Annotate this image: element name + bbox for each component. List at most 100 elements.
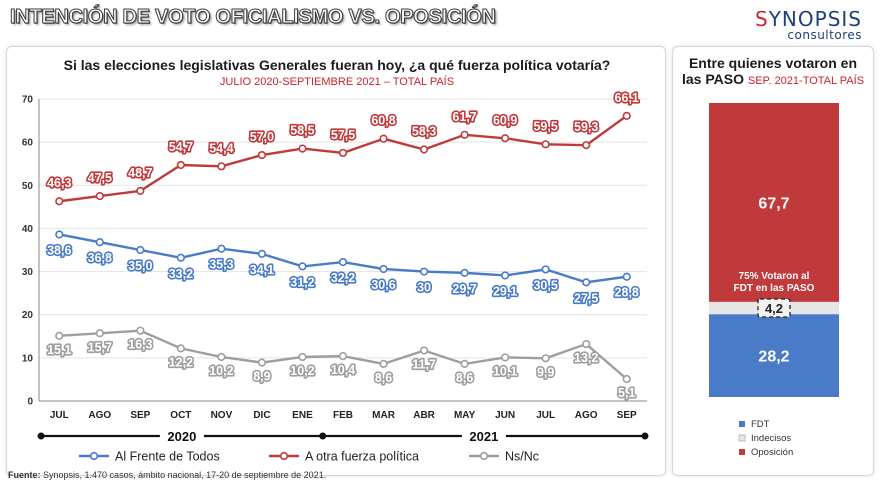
- y-tick-label: 10: [22, 353, 34, 364]
- legend-label: FDT: [751, 419, 770, 430]
- y-tick-label: 70: [22, 95, 34, 106]
- data-label: 30,6: [371, 278, 395, 292]
- data-label: 8,6: [456, 371, 473, 385]
- legend-label: Al Frente de Todos: [115, 450, 220, 464]
- data-label: 48,7: [128, 166, 152, 180]
- bar-value-label: 67,7: [758, 195, 789, 212]
- brand-logo: SYNOPSIS consultores: [755, 7, 862, 42]
- side-title-line1: Entre quienes votaron en: [688, 55, 858, 71]
- x-tick-label: JUL: [536, 410, 555, 421]
- year-marker: [319, 432, 327, 440]
- data-label: 13,2: [574, 351, 598, 365]
- data-point: [501, 134, 510, 143]
- data-label: 10,2: [290, 364, 314, 378]
- legend-marker: [279, 451, 289, 461]
- legend-marker: [89, 451, 99, 461]
- data-point: [95, 191, 104, 201]
- data-point: [541, 140, 550, 149]
- data-label: 38,6: [47, 243, 71, 257]
- side-title-line2: las PASO: [681, 71, 744, 87]
- chart-subtitle: JULIO 2020-SEPTIEMBRE 2021 – TOTAL PAÍS: [219, 76, 455, 88]
- brand-sub: consultores: [787, 28, 862, 42]
- x-tick-label: JUN: [495, 410, 515, 421]
- data-point: [379, 264, 388, 274]
- data-point: [257, 150, 267, 160]
- source-footer: Fuente: Synopsis, 1.470 casos, ámbito na…: [8, 470, 326, 480]
- data-point: [298, 262, 307, 271]
- year-label-bg: [461, 428, 506, 444]
- x-tick-label: FEB: [333, 410, 353, 421]
- data-point: [622, 272, 631, 281]
- data-label: 11,7: [412, 358, 436, 372]
- data-point: [176, 344, 185, 353]
- data-point: [419, 346, 429, 355]
- data-label: 60,9: [493, 113, 517, 127]
- y-tick-label: 40: [22, 224, 34, 235]
- data-label: 30: [417, 281, 431, 295]
- data-point: [419, 267, 429, 276]
- legend-marker: [479, 451, 489, 461]
- data-point: [217, 162, 226, 171]
- brand-name: SYNOPSIS: [755, 7, 862, 31]
- year-marker: [37, 432, 45, 440]
- data-label: 58,3: [412, 124, 436, 138]
- legend-swatch: [739, 421, 745, 427]
- data-point: [582, 278, 591, 287]
- data-label: 58,5: [290, 124, 314, 138]
- data-label: 15,1: [47, 343, 71, 357]
- indecisos-label-box: [757, 298, 791, 318]
- x-tick-label: DIC: [253, 410, 270, 421]
- y-tick-label: 0: [27, 397, 33, 408]
- data-label: 9,9: [537, 365, 554, 379]
- data-label: 35,0: [128, 259, 152, 273]
- data-label: 46,3: [47, 176, 71, 190]
- y-tick-label: 20: [22, 310, 34, 321]
- data-label: 16,3: [128, 338, 152, 352]
- x-tick-label: ENE: [292, 410, 313, 421]
- data-point: [338, 257, 348, 267]
- data-label: 35,3: [209, 258, 233, 272]
- data-point: [136, 245, 145, 255]
- x-tick-label: ABR: [413, 410, 435, 421]
- data-point: [55, 197, 64, 206]
- data-point: [379, 359, 388, 368]
- legend-label: Oposición: [751, 447, 793, 458]
- data-label: 59,5: [533, 119, 557, 133]
- data-point: [298, 144, 307, 153]
- data-label: 36,8: [88, 251, 112, 265]
- data-point: [176, 160, 185, 170]
- data-point: [257, 358, 267, 367]
- x-tick-label: NOV: [211, 410, 233, 421]
- annotation-line2: FDT en las PASO: [734, 283, 815, 294]
- data-label: 66,1: [615, 91, 639, 105]
- data-point: [541, 354, 550, 363]
- data-point: [338, 352, 348, 361]
- annotation-line1: 75% Votaron al: [739, 271, 810, 282]
- report-title: INTENCIÓN DE VOTO OFICIALISMO VS. OPOSIC…: [10, 6, 497, 29]
- data-label: 61,7: [452, 110, 476, 124]
- x-tick-label: MAY: [454, 410, 476, 421]
- data-label: 27,5: [574, 291, 598, 305]
- data-point: [136, 326, 145, 335]
- data-point: [95, 329, 104, 338]
- chart-question: Si las elecciones legislativas Generales…: [63, 57, 611, 73]
- x-tick-label: JUL: [50, 410, 69, 421]
- data-label: 47,5: [88, 171, 112, 185]
- x-tick-label: AGO: [575, 410, 598, 421]
- legend-swatch: [739, 449, 745, 455]
- legend-label: A otra fuerza política: [305, 450, 419, 464]
- bar-segment-fdt: [709, 314, 839, 397]
- data-point: [460, 130, 469, 139]
- data-point: [176, 253, 185, 262]
- x-tick-label: AGO: [88, 410, 111, 421]
- side-title: Entre quienes votaron en las PASO SEP. 2…: [673, 55, 873, 89]
- x-tick-label: SEP: [617, 410, 637, 421]
- data-label: 10,2: [209, 364, 233, 378]
- stacked-bar-panel: Entre quienes votaron en las PASO SEP. 2…: [672, 46, 874, 476]
- data-point: [55, 331, 64, 340]
- annotation-bg: [727, 267, 821, 296]
- bar-value-label: 4,2: [765, 301, 783, 316]
- data-label: 32,2: [331, 271, 355, 285]
- data-label: 10,4: [331, 363, 355, 377]
